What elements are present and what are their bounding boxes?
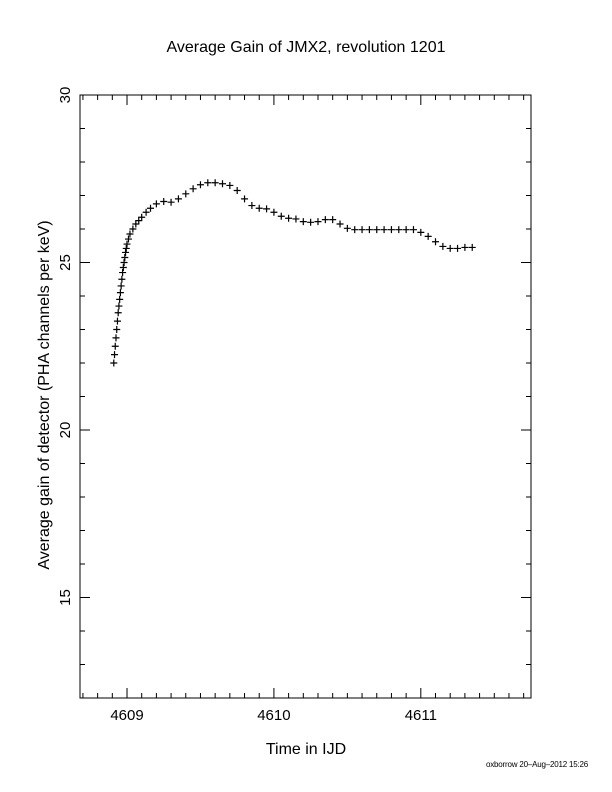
tick-labels: 4609 4610 4611 15 20 25 30 <box>57 87 437 724</box>
data-point <box>119 269 127 277</box>
data-point <box>307 218 315 226</box>
data-point <box>263 205 271 213</box>
data-point <box>123 240 131 248</box>
y-axis-label: Average gain of detector (PHA channels p… <box>36 220 53 569</box>
data-point <box>255 204 263 212</box>
data-point <box>358 226 366 234</box>
y-tick-label: 20 <box>57 422 74 439</box>
data-point <box>122 248 130 256</box>
data-point <box>409 226 417 234</box>
data-point <box>387 226 395 234</box>
data-point <box>142 208 150 216</box>
data-point <box>454 244 462 252</box>
data-point <box>117 282 125 290</box>
data-point <box>113 317 121 325</box>
data-point <box>196 181 204 189</box>
data-point <box>336 220 344 228</box>
data-point <box>285 214 293 222</box>
data-point <box>211 179 219 187</box>
data-point <box>115 302 123 310</box>
data-point <box>118 275 126 283</box>
data-point <box>116 295 124 303</box>
plot-frame <box>79 94 532 699</box>
data-point <box>147 204 155 212</box>
data-point <box>129 225 137 233</box>
data-point <box>314 218 322 226</box>
data-point <box>113 326 121 333</box>
data-point <box>218 180 226 188</box>
data-point <box>111 351 119 359</box>
data-point <box>373 226 381 234</box>
y-tick-label: 25 <box>57 254 74 271</box>
data-point <box>112 334 120 342</box>
data-point <box>468 243 476 251</box>
data-point <box>226 181 234 189</box>
chart-title: Average Gain of JMX2, revolution 1201 <box>167 39 446 56</box>
data-point <box>351 226 359 234</box>
data-point <box>167 198 175 206</box>
data-point <box>152 200 160 208</box>
data-point <box>321 216 329 224</box>
x-axis-label: Time in IJD <box>266 741 346 758</box>
data-point <box>439 242 447 250</box>
data-point <box>365 226 373 234</box>
data-point <box>119 264 127 272</box>
data-point <box>138 213 146 221</box>
data-point <box>126 230 134 238</box>
data-point <box>182 190 190 198</box>
data-point <box>402 226 410 234</box>
y-tick-label: 30 <box>57 87 74 104</box>
footer-credit: oxborrow 20–Aug–2012 15:26 <box>486 760 588 769</box>
data-point <box>121 253 129 261</box>
data-point <box>174 195 182 203</box>
y-tick-label: 15 <box>57 589 74 606</box>
data-point <box>189 185 197 193</box>
data-point <box>110 359 118 367</box>
data-point <box>122 244 130 252</box>
data-point <box>233 186 241 194</box>
x-tick-label: 4609 <box>110 707 143 724</box>
data-points <box>110 179 476 367</box>
data-point <box>114 309 122 317</box>
data-point <box>292 215 300 223</box>
x-tick-label: 4611 <box>405 707 437 724</box>
data-point <box>124 235 132 243</box>
data-point <box>270 208 278 216</box>
axis-ticks <box>80 94 531 699</box>
data-point <box>277 212 285 220</box>
data-point <box>204 179 212 187</box>
data-point <box>343 224 351 232</box>
data-point <box>432 238 440 246</box>
data-point <box>116 289 124 297</box>
data-point <box>380 226 388 234</box>
data-point <box>424 232 432 240</box>
data-point <box>120 259 128 266</box>
data-point <box>299 218 307 226</box>
data-point <box>248 202 256 210</box>
data-point <box>395 226 403 234</box>
data-point <box>461 243 469 251</box>
data-point <box>241 195 249 203</box>
data-point <box>329 216 337 224</box>
data-point <box>160 198 168 206</box>
data-point <box>446 244 454 252</box>
x-tick-label: 4610 <box>257 707 290 724</box>
data-point <box>132 220 140 228</box>
data-point <box>135 217 143 225</box>
data-point <box>417 228 425 236</box>
data-point <box>111 342 119 350</box>
